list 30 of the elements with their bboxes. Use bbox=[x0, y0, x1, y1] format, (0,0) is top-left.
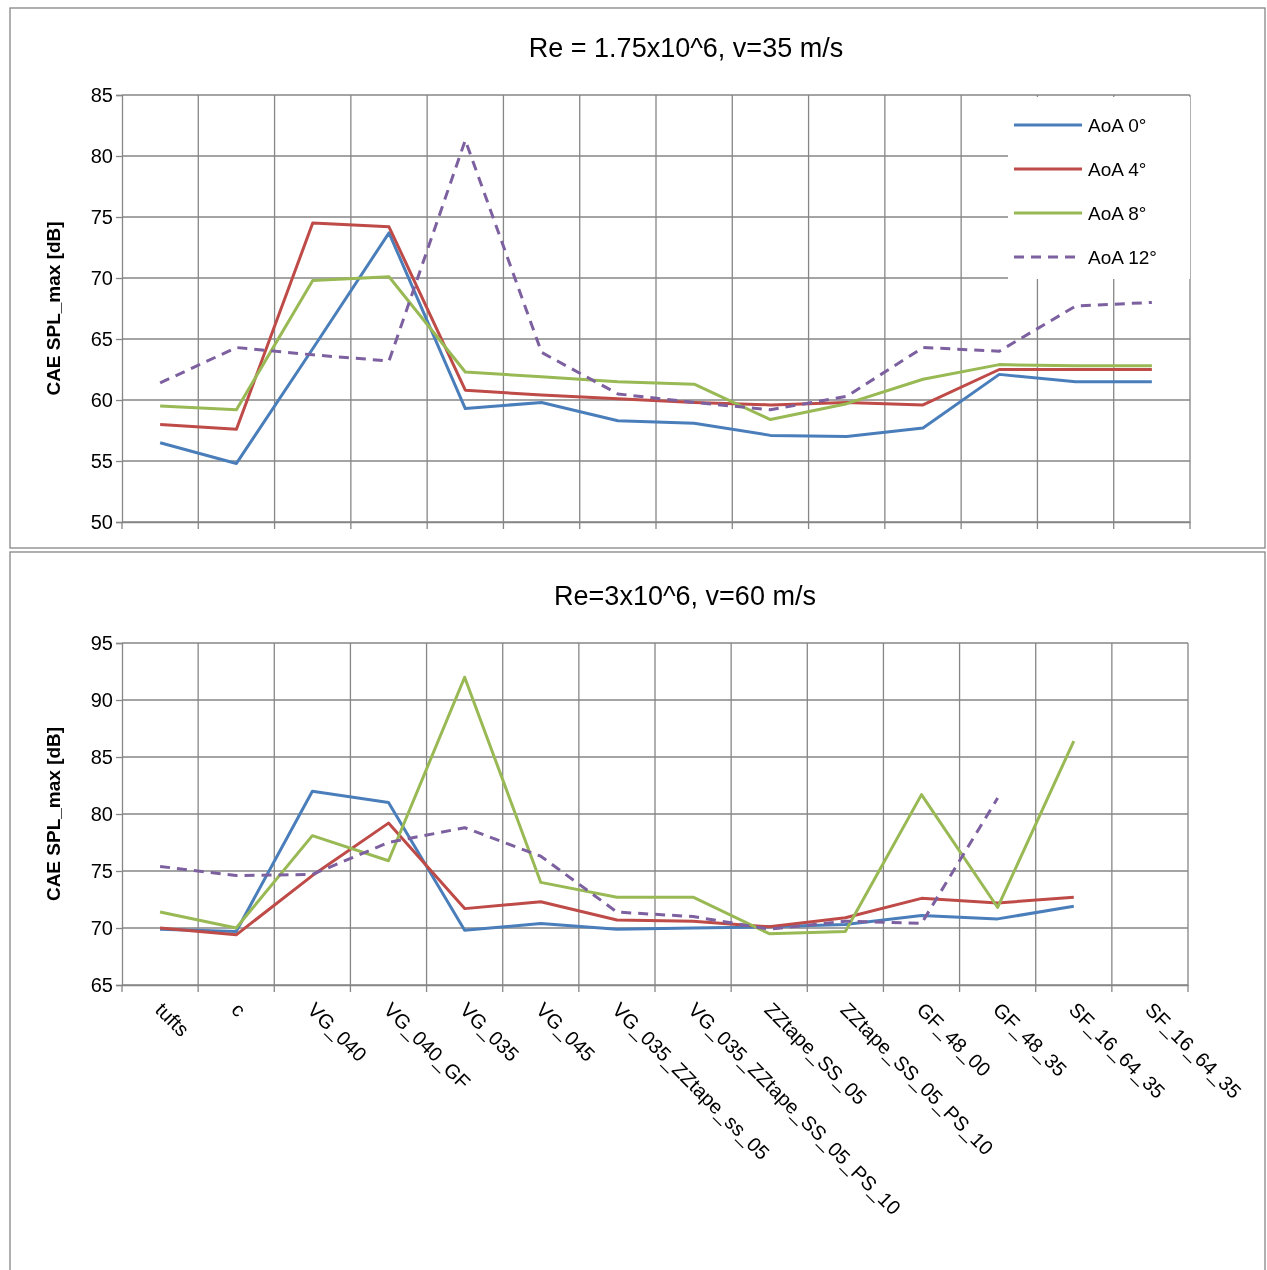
legend-label: AoA 0° bbox=[1088, 115, 1147, 136]
y-tick-label: 75 bbox=[90, 859, 113, 882]
line-series bbox=[158, 231, 1154, 465]
y-tick-label: 85 bbox=[90, 83, 113, 106]
y-axis-title: CAE SPL_max [dB] bbox=[43, 726, 64, 902]
y-axis-title: CAE SPL_max [dB] bbox=[43, 221, 64, 396]
y-tick-label: 90 bbox=[90, 688, 113, 711]
y-tick-label: 75 bbox=[90, 205, 113, 228]
chart-title: Re = 1.75x10^6, v=35 m/s bbox=[528, 33, 844, 63]
line-series bbox=[158, 275, 1154, 422]
y-tick-label: 50 bbox=[90, 510, 113, 533]
x-tick-label: c bbox=[227, 998, 251, 1021]
y-tick-label: 95 bbox=[90, 631, 113, 654]
y-tick-label: 70 bbox=[90, 916, 113, 939]
line-series bbox=[158, 821, 1076, 937]
line-series bbox=[158, 221, 1154, 431]
y-tick-label: 85 bbox=[90, 745, 113, 768]
y-tick-label: 80 bbox=[90, 802, 113, 825]
y-tick-label: 70 bbox=[90, 266, 113, 289]
chart-title: Re=3x10^6, v=60 m/s bbox=[554, 581, 816, 611]
legend-label: AoA 4° bbox=[1088, 159, 1147, 180]
legend-label: AoA 12° bbox=[1088, 247, 1157, 268]
line-series bbox=[158, 675, 1076, 936]
legend-label: AoA 8° bbox=[1088, 203, 1147, 224]
y-tick-label: 60 bbox=[90, 388, 113, 411]
x-tick-label: tufts bbox=[151, 998, 194, 1041]
y-tick-label: 65 bbox=[90, 327, 113, 350]
y-tick-label: 80 bbox=[90, 144, 113, 167]
y-tick-label: 65 bbox=[90, 973, 113, 996]
y-tick-label: 55 bbox=[90, 449, 113, 472]
